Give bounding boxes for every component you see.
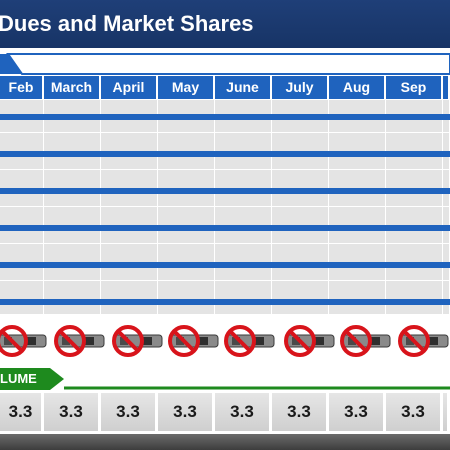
prohibited-device-icon	[0, 323, 50, 359]
schedule-band	[0, 225, 450, 231]
schedule-band	[0, 299, 450, 305]
schedule-band	[0, 262, 450, 268]
month-header-cell: Aug	[329, 76, 386, 99]
prohibited-device-icon	[222, 323, 278, 359]
volume-value-cell: 3.3	[0, 393, 44, 431]
grid-row-divider	[0, 243, 450, 244]
volume-value-cell: 3.3	[272, 393, 329, 431]
prohibited-device-icon	[338, 323, 394, 359]
grid-row-divider	[0, 99, 450, 100]
schedule-band	[0, 151, 450, 157]
volume-label: LUME	[0, 371, 37, 386]
month-header-row: Feb March April May June July Aug Sep	[0, 76, 450, 99]
month-header-cell: Sep	[386, 76, 443, 99]
prohibited-device-icon	[396, 323, 450, 359]
title-divider	[0, 48, 450, 52]
schedule-grid	[0, 99, 450, 314]
volume-value-cell	[443, 393, 450, 431]
volume-value-cell: 3.3	[215, 393, 272, 431]
prohibited-device-icon	[166, 323, 222, 359]
month-header-cell: May	[158, 76, 215, 99]
volume-value-cell: 3.3	[44, 393, 101, 431]
month-header-cell: July	[272, 76, 329, 99]
month-header-cell: April	[101, 76, 158, 99]
grid-row-divider	[0, 280, 450, 281]
prohibited-device-icon	[282, 323, 338, 359]
timeline-arrow	[0, 53, 450, 75]
volume-value-cell: 3.3	[158, 393, 215, 431]
title-bar: Dues and Market Shares	[0, 0, 450, 48]
month-header-cell: Feb	[0, 76, 44, 99]
schedule-band	[0, 114, 450, 120]
volume-value-cell: 3.3	[101, 393, 158, 431]
month-header-cell: March	[44, 76, 101, 99]
page-title: Dues and Market Shares	[0, 11, 254, 36]
prohibited-device-icon	[52, 323, 108, 359]
prohibited-device-icon	[110, 323, 166, 359]
volume-banner	[0, 368, 450, 390]
volume-value-row: 3.3 3.3 3.3 3.3 3.3 3.3 3.3 3.3	[0, 393, 450, 431]
volume-value-cell: 3.3	[329, 393, 386, 431]
footer-bar	[0, 434, 450, 450]
product-icon-row	[0, 318, 450, 364]
month-header-cell: June	[215, 76, 272, 99]
grid-row-divider	[0, 169, 450, 170]
grid-row-divider	[0, 206, 450, 207]
grid-row-divider	[0, 132, 450, 133]
month-header-cell	[443, 76, 450, 99]
volume-value-cell: 3.3	[386, 393, 443, 431]
schedule-band	[0, 188, 450, 194]
